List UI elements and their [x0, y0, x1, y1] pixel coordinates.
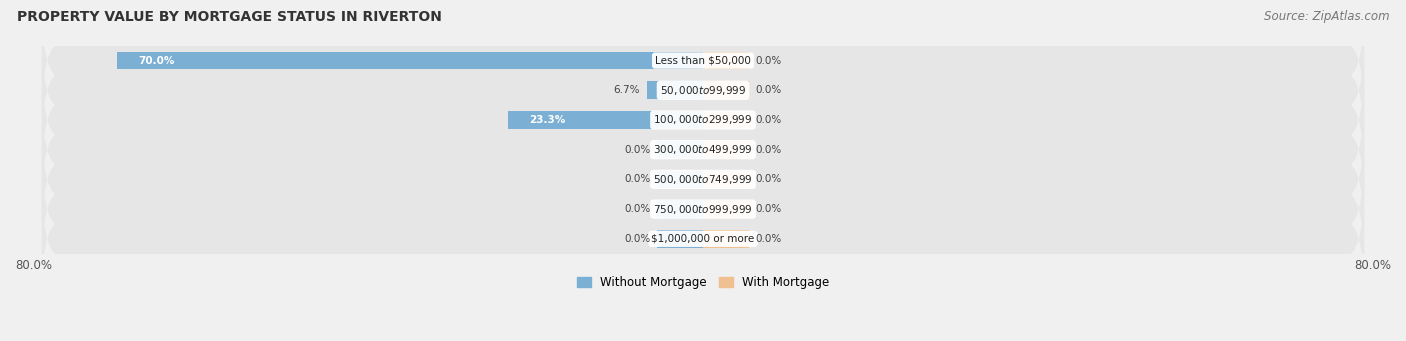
- Text: 0.0%: 0.0%: [624, 234, 651, 244]
- Bar: [508, 111, 703, 129]
- Text: 0.0%: 0.0%: [624, 204, 651, 214]
- Bar: [703, 230, 749, 248]
- Text: $50,000 to $99,999: $50,000 to $99,999: [659, 84, 747, 97]
- Text: 0.0%: 0.0%: [755, 85, 782, 95]
- Text: $750,000 to $999,999: $750,000 to $999,999: [654, 203, 752, 216]
- Text: $1,000,000 or more: $1,000,000 or more: [651, 234, 755, 244]
- Bar: [703, 170, 749, 188]
- Bar: [703, 81, 749, 99]
- Text: 0.0%: 0.0%: [624, 145, 651, 155]
- Bar: [647, 81, 703, 99]
- Text: 23.3%: 23.3%: [529, 115, 565, 125]
- Bar: [703, 52, 749, 69]
- Text: $100,000 to $299,999: $100,000 to $299,999: [654, 114, 752, 127]
- Text: 6.7%: 6.7%: [614, 85, 640, 95]
- Bar: [657, 230, 703, 248]
- Bar: [117, 52, 703, 69]
- Text: 0.0%: 0.0%: [624, 174, 651, 184]
- Text: 0.0%: 0.0%: [755, 234, 782, 244]
- Bar: [703, 141, 749, 159]
- Text: PROPERTY VALUE BY MORTGAGE STATUS IN RIVERTON: PROPERTY VALUE BY MORTGAGE STATUS IN RIV…: [17, 10, 441, 24]
- Text: 0.0%: 0.0%: [755, 174, 782, 184]
- FancyBboxPatch shape: [42, 153, 1364, 265]
- FancyBboxPatch shape: [42, 183, 1364, 295]
- Text: 0.0%: 0.0%: [755, 145, 782, 155]
- Legend: Without Mortgage, With Mortgage: Without Mortgage, With Mortgage: [572, 271, 834, 294]
- Text: 0.0%: 0.0%: [755, 56, 782, 65]
- Bar: [657, 141, 703, 159]
- Text: 70.0%: 70.0%: [138, 56, 174, 65]
- FancyBboxPatch shape: [42, 34, 1364, 146]
- Text: 0.0%: 0.0%: [755, 204, 782, 214]
- Bar: [657, 201, 703, 218]
- Text: Source: ZipAtlas.com: Source: ZipAtlas.com: [1264, 10, 1389, 23]
- Text: 0.0%: 0.0%: [755, 115, 782, 125]
- FancyBboxPatch shape: [42, 64, 1364, 176]
- FancyBboxPatch shape: [42, 4, 1364, 117]
- Bar: [703, 111, 749, 129]
- Bar: [703, 201, 749, 218]
- Bar: [657, 170, 703, 188]
- FancyBboxPatch shape: [42, 123, 1364, 236]
- Text: Less than $50,000: Less than $50,000: [655, 56, 751, 65]
- FancyBboxPatch shape: [42, 93, 1364, 206]
- Text: $500,000 to $749,999: $500,000 to $749,999: [654, 173, 752, 186]
- Text: $300,000 to $499,999: $300,000 to $499,999: [654, 143, 752, 156]
